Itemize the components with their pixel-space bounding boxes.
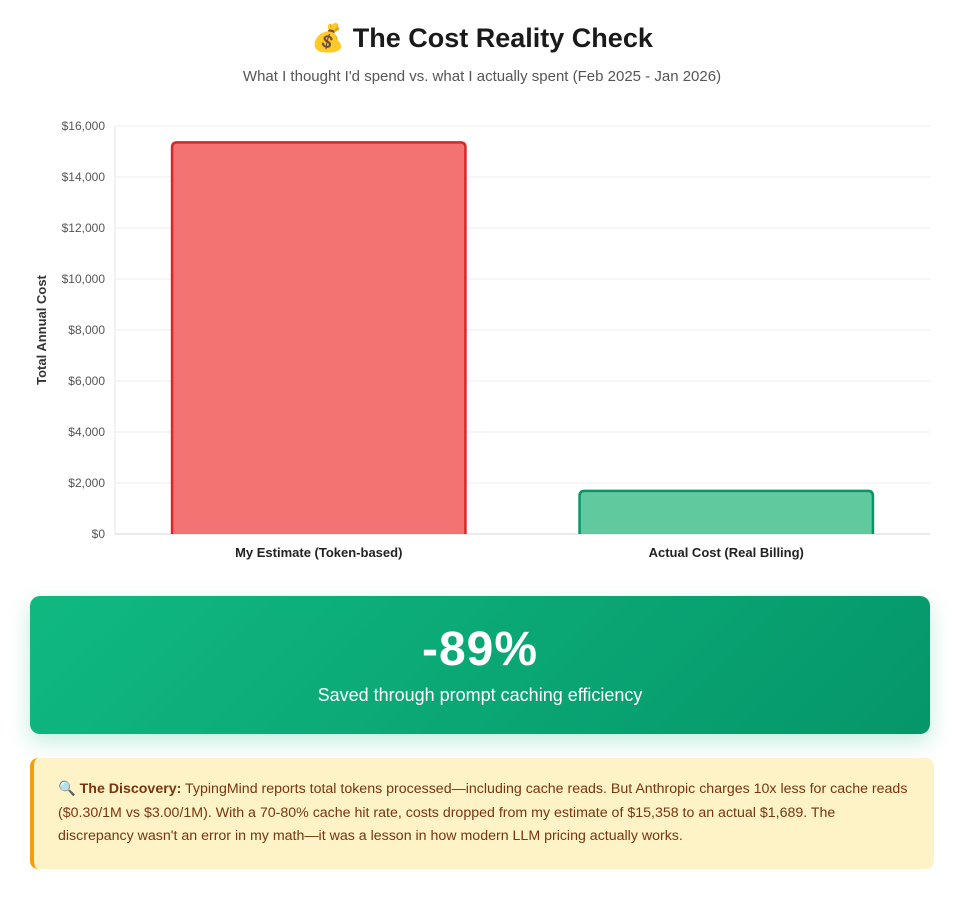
savings-caption: Saved through prompt caching efficiency [317,685,643,705]
bar-actual [578,489,875,534]
note-text: TypingMind reports total tokens processe… [58,781,908,844]
bar-estimate [170,141,467,534]
y-tick-label: $2,000 [68,476,105,490]
y-tick-label: $10,000 [62,272,106,286]
savings-banner: -89% Saved through prompt caching effici… [30,596,930,734]
x-tick-label: Actual Cost (Real Billing) [649,545,804,560]
chart-bars [170,141,875,534]
money-bag-icon: 💰 [311,23,345,53]
x-axis-ticks: My Estimate (Token-based) Actual Cost (Re… [235,545,804,560]
note-heading: The Discovery: [79,781,182,797]
savings-percent: -89% [421,623,539,676]
page-subtitle: What I thought I'd spend vs. what I actu… [242,68,722,85]
y-tick-label: $6,000 [68,374,105,388]
y-tick-label: $14,000 [62,170,106,184]
y-tick-label: $0 [92,527,106,541]
y-axis-ticks: $0 $2,000 $4,000 $6,000 $8,000 $10,000 $12,000… [62,119,106,541]
x-tick-label: My Estimate (Token-based) [235,545,402,560]
y-tick-label: $16,000 [62,119,106,133]
page-title: 💰 The Cost Reality Check [0,22,964,54]
y-axis-label: Total Annual Cost [34,274,49,384]
magnifier-icon: 🔍 [58,781,76,797]
y-tick-label: $8,000 [68,323,105,337]
discovery-note: 🔍 The Discovery: TypingMind reports tota… [30,758,934,869]
y-tick-label: $4,000 [68,425,105,439]
page-title-text: The Cost Reality Check [352,23,653,53]
y-tick-label: $12,000 [62,221,106,235]
bar-chart: $0 $2,000 $4,000 $6,000 $8,000 $10,000 $12,000… [34,119,930,560]
